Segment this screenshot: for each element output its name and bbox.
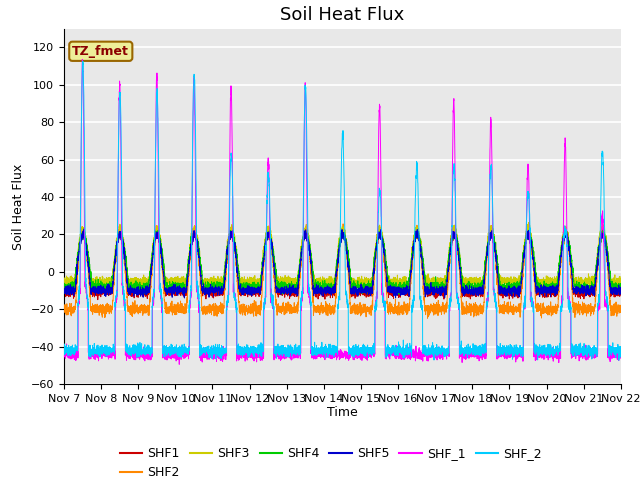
- Line: SHF4: SHF4: [64, 229, 621, 294]
- SHF_1: [175, 361, 183, 367]
- Line: SHF5: SHF5: [64, 229, 621, 298]
- SHF4: [322, 281, 330, 287]
- Y-axis label: Soil Heat Flux: Soil Heat Flux: [12, 163, 25, 250]
- SHF_1: [436, 356, 444, 361]
- SHF1: [467, 289, 475, 295]
- SHF3: [467, 282, 475, 288]
- SHF5: [617, 290, 625, 296]
- SHF3: [436, 278, 444, 284]
- Text: TZ_fmet: TZ_fmet: [72, 45, 129, 58]
- SHF4: [60, 281, 68, 287]
- SHF1: [617, 290, 625, 296]
- SHF5: [436, 288, 444, 294]
- SHF_1: [499, 351, 507, 357]
- SHF2: [499, 302, 507, 308]
- SHF1: [60, 288, 68, 294]
- SHF1: [616, 287, 624, 293]
- SHF2: [617, 308, 625, 314]
- SHF1: [322, 288, 330, 293]
- SHF2: [424, 315, 431, 321]
- SHF5: [499, 291, 507, 297]
- SHF2: [599, 221, 607, 227]
- SHF3: [160, 264, 168, 270]
- Line: SHF_1: SHF_1: [64, 60, 621, 364]
- SHF3: [206, 287, 214, 293]
- SHF_1: [322, 352, 330, 358]
- SHF3: [616, 280, 624, 286]
- X-axis label: Time: Time: [327, 407, 358, 420]
- SHF1: [488, 225, 496, 231]
- Line: SHF_2: SHF_2: [64, 61, 621, 360]
- Legend: SHF1, SHF2, SHF3, SHF4, SHF5, SHF_1, SHF_2: SHF1, SHF2, SHF3, SHF4, SHF5, SHF_1, SHF…: [115, 442, 547, 480]
- SHF3: [499, 275, 507, 280]
- SHF1: [436, 291, 444, 297]
- SHF3: [525, 219, 532, 225]
- SHF_2: [615, 358, 623, 363]
- SHF5: [180, 295, 188, 301]
- SHF_1: [468, 354, 476, 360]
- SHF2: [467, 307, 475, 313]
- SHF5: [322, 289, 330, 295]
- SHF4: [80, 226, 88, 232]
- SHF3: [617, 281, 625, 287]
- SHF_2: [79, 58, 86, 64]
- SHF_1: [60, 350, 68, 356]
- SHF_1: [616, 349, 624, 355]
- SHF1: [161, 280, 168, 286]
- SHF1: [94, 297, 102, 302]
- SHF1: [499, 295, 507, 301]
- SHF_1: [79, 57, 86, 62]
- SHF4: [499, 282, 507, 288]
- SHF4: [161, 264, 168, 269]
- SHF5: [80, 226, 88, 232]
- SHF_1: [617, 351, 625, 357]
- SHF4: [395, 291, 403, 297]
- SHF2: [322, 308, 330, 314]
- SHF3: [322, 276, 330, 282]
- SHF5: [616, 285, 624, 290]
- SHF_2: [322, 348, 330, 354]
- Line: SHF2: SHF2: [64, 224, 621, 318]
- SHF_1: [161, 353, 168, 359]
- SHF5: [60, 287, 68, 293]
- SHF4: [616, 286, 624, 291]
- SHF_2: [60, 347, 68, 352]
- SHF2: [60, 306, 68, 312]
- Line: SHF1: SHF1: [64, 228, 621, 300]
- SHF_2: [467, 346, 475, 352]
- SHF4: [468, 282, 476, 288]
- Title: Soil Heat Flux: Soil Heat Flux: [280, 6, 404, 24]
- SHF2: [436, 304, 444, 310]
- SHF_2: [436, 348, 444, 354]
- SHF4: [617, 285, 625, 290]
- SHF_2: [499, 348, 507, 354]
- SHF3: [60, 275, 68, 280]
- SHF_2: [617, 345, 625, 351]
- SHF4: [436, 285, 444, 291]
- SHF_2: [161, 343, 168, 348]
- SHF2: [160, 289, 168, 295]
- SHF5: [161, 281, 168, 287]
- SHF2: [616, 310, 624, 315]
- SHF5: [468, 288, 476, 294]
- SHF_2: [616, 348, 624, 354]
- Line: SHF3: SHF3: [64, 222, 621, 290]
